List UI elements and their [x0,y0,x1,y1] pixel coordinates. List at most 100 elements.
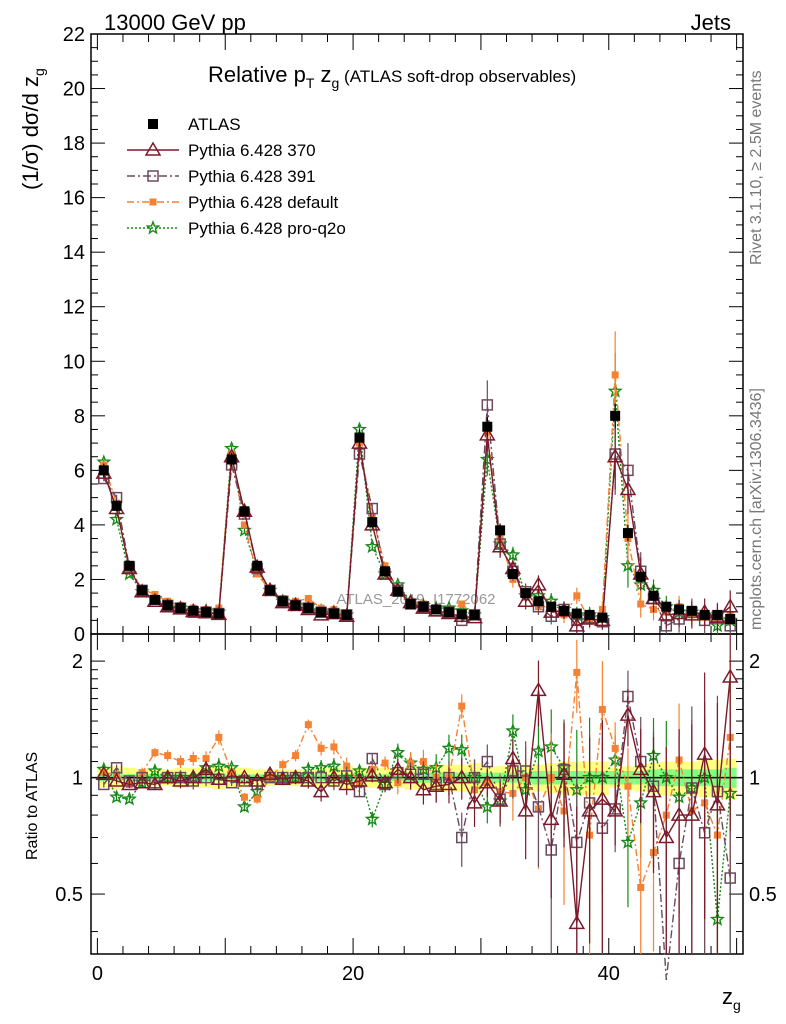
data-point [571,608,582,619]
ratio-series-pythia-6-428-default [100,639,734,954]
data-point [573,592,581,600]
rivet-version-label: Rivet 3.1.10, ≥ 2.5M events [748,70,765,265]
ratio-data-point [210,770,228,786]
data-point [175,603,186,614]
ratio-data-point [366,752,379,765]
ratio-data-point [176,758,184,766]
ratio-data-point [317,744,325,752]
data-point [507,569,518,579]
data-point [635,571,646,582]
main-y-tick-label: 16 [63,188,85,210]
ratio-data-point [458,702,466,710]
data-point [584,609,595,620]
ratio-data-point [338,775,355,791]
ratio-data-point [300,772,317,787]
ratio-data-point [279,761,287,769]
data-point [606,448,624,463]
ratio-data-point [479,774,496,789]
ratio-data-point [581,802,598,817]
ratio-data-point [724,872,736,884]
main-y-tick-label: 8 [74,406,85,428]
data-point [364,538,380,554]
ratio-data-point [709,796,726,811]
data-point [380,566,391,577]
ratio-data-point [555,765,573,781]
ratio-y-tick-label-right: 1 [749,768,760,790]
ratio-y-tick-label-right: 0.5 [749,884,777,906]
main-y-tick-label: 22 [63,24,85,46]
x-tick-label: 0 [92,963,103,985]
ratio-data-point [147,763,163,778]
legend-entry-pythia-6-428-default: Pythia 6.428 default [127,193,339,212]
data-point [559,605,570,616]
ratio-data-point [202,755,210,763]
ratio-data-point [381,759,389,767]
ratio-data-point [343,762,351,770]
ratio-series-line [103,672,731,888]
data-point [657,606,675,621]
series-line [103,374,731,622]
ratio-data-point [215,733,223,741]
ratio-data-point [287,769,304,784]
data-point [661,601,672,612]
data-point [619,480,637,496]
xlabel-sub: g [733,997,741,1013]
ratio-data-point [454,741,470,757]
data-point [98,465,109,476]
data-point [366,502,379,515]
ratio-data-point [228,769,236,777]
data-point [648,590,659,601]
legend-label: Pythia 6.428 pro-q2o [188,219,346,238]
title-mid: z [314,62,331,87]
mcplots-label: mcplots.cern.ch [arXiv:1306.3436] [748,388,765,630]
data-point [213,608,224,619]
data-point [405,599,416,609]
main-y-tick-label: 18 [63,133,85,155]
main-y-tick-label: 20 [63,79,85,101]
ratio-plot-frame [90,633,744,955]
data-point [304,595,312,603]
data-point [469,609,480,620]
ratio-data-point [292,752,300,760]
data-point [201,607,212,618]
legend-label: Pythia 6.428 370 [188,141,316,160]
ratio-y-axis-label: Ratio to ATLAS [24,752,41,860]
data-point [392,586,403,597]
ratio-series-line [103,730,731,920]
data-point [303,603,314,614]
legend: ATLAS Pythia 6.428 370 Pythia 6.428 391 Pyt… [127,115,346,238]
main-y-tick-label: 2 [74,569,85,591]
ratio-data-point [532,801,545,813]
ratio-data-point [159,769,177,784]
main-y-tick-label: 4 [74,515,85,537]
legend-marker [144,141,162,156]
ratio-data-point [236,798,252,814]
ratio-y-tick-label: 2 [72,651,83,673]
ratio-data-point [312,783,330,798]
plot-title: Relative pT zg (ATLAS soft-drop observab… [208,62,576,91]
ratio-data-point [505,722,521,738]
ratio-data-point [530,681,547,697]
ratio-data-point [325,769,343,784]
ratio-data-point [427,777,445,792]
ratio-data-point [721,668,739,683]
ratio-data-point [624,782,632,790]
ratio-data-point [108,772,125,787]
data-point [226,454,237,465]
ratio-data-point [455,831,468,844]
data-point [610,410,621,421]
data-point [252,560,263,571]
header-beam-label: 13000 GeV pp [104,10,246,35]
main-y-tick-label: 6 [74,460,85,482]
legend-entry-pythia-6-428-391: Pythia 6.428 391 [127,167,316,186]
data-point [674,604,685,615]
data-point [520,588,531,599]
data-point [481,399,494,411]
ylabel-sub: g [31,68,47,76]
ratio-data-point [517,802,534,817]
ratio-data-point [619,706,637,721]
data-point [482,421,493,432]
data-point [239,506,250,517]
data-point [637,600,645,608]
data-point [517,592,534,608]
